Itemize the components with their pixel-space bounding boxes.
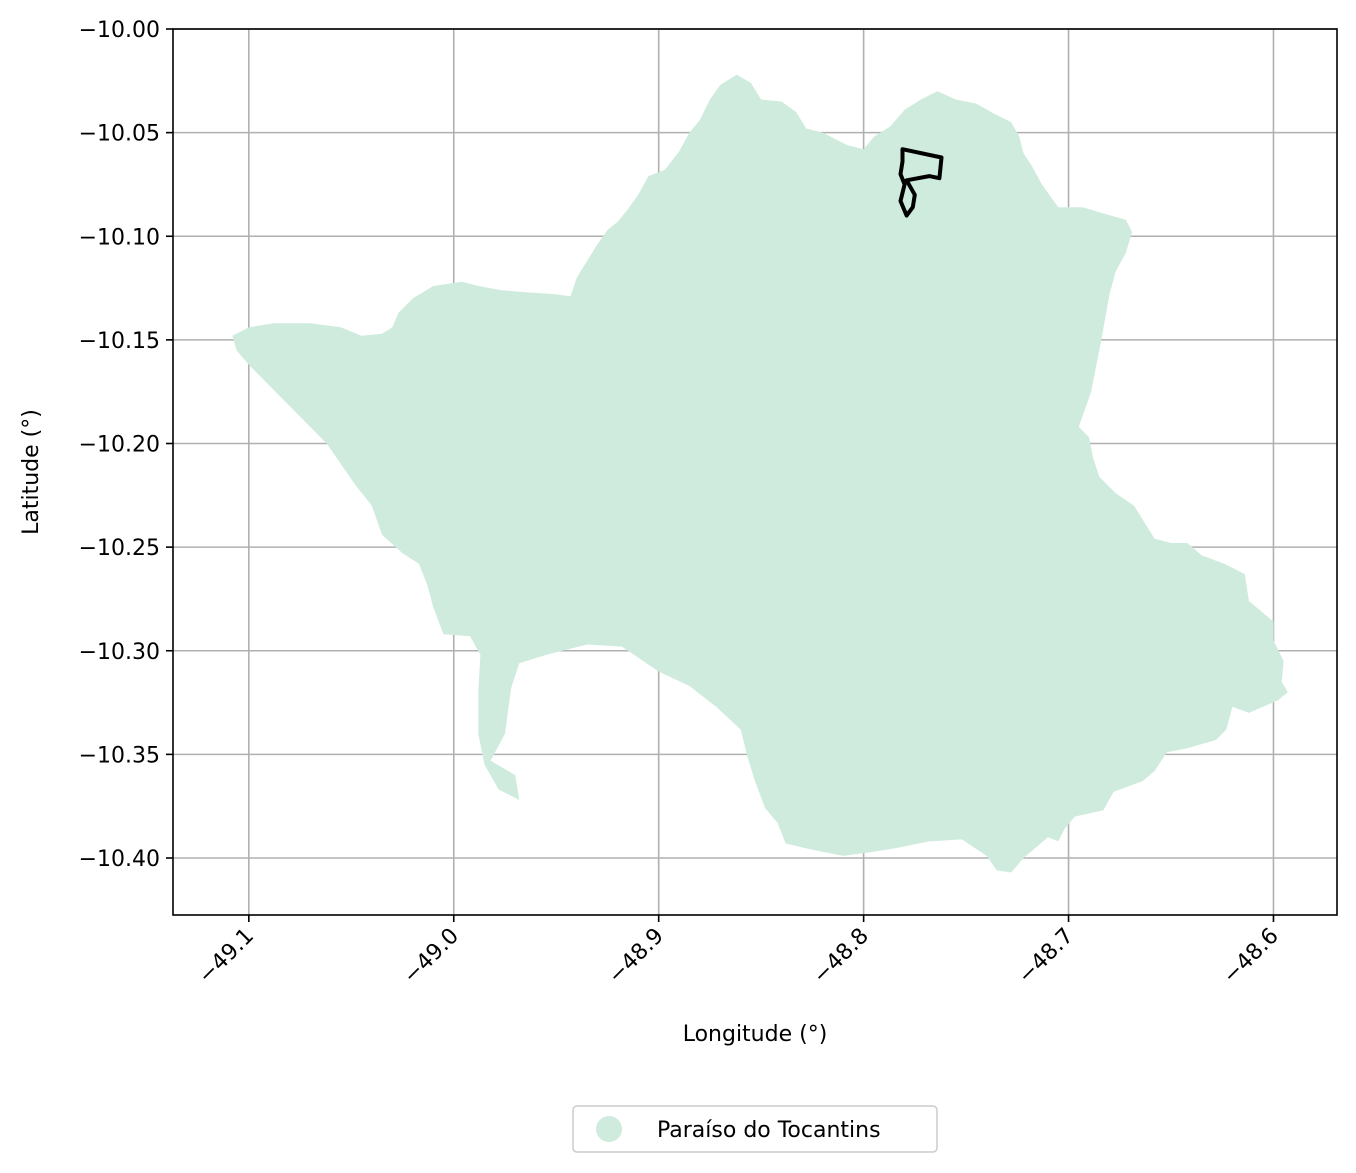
y-tick-label-2: −10.10	[79, 225, 160, 250]
legend-box	[572, 1105, 938, 1153]
paraiso-do-tocantins-region	[232, 74, 1288, 873]
y-tick-label-1: −10.05	[79, 122, 160, 147]
urban-area-outline	[898, 147, 944, 218]
y-axis-ticks: −10.00 −10.05 −10.10 −10.15 −10.20 −10.25 −10.…	[79, 18, 173, 872]
y-tick-label-5: −10.25	[79, 536, 160, 561]
y-tick-label-7: −10.35	[79, 743, 160, 768]
legend-label: Paraíso do Tocantins	[657, 1118, 881, 1143]
y-axis-label: Latitude (°)	[19, 409, 44, 535]
y-tick-label-8: −10.40	[79, 847, 160, 872]
legend: Paraíso do Tocantins	[572, 1105, 938, 1153]
x-axis-label: Longitude (°)	[683, 1022, 828, 1047]
axes-frame	[172, 28, 1338, 916]
y-tick-label-6: −10.30	[79, 640, 160, 665]
y-tick-label-0: −10.00	[79, 18, 160, 43]
y-tick-label-3: −10.15	[79, 329, 160, 354]
y-tick-label-4: −10.20	[79, 433, 160, 458]
legend-marker	[596, 1116, 622, 1142]
